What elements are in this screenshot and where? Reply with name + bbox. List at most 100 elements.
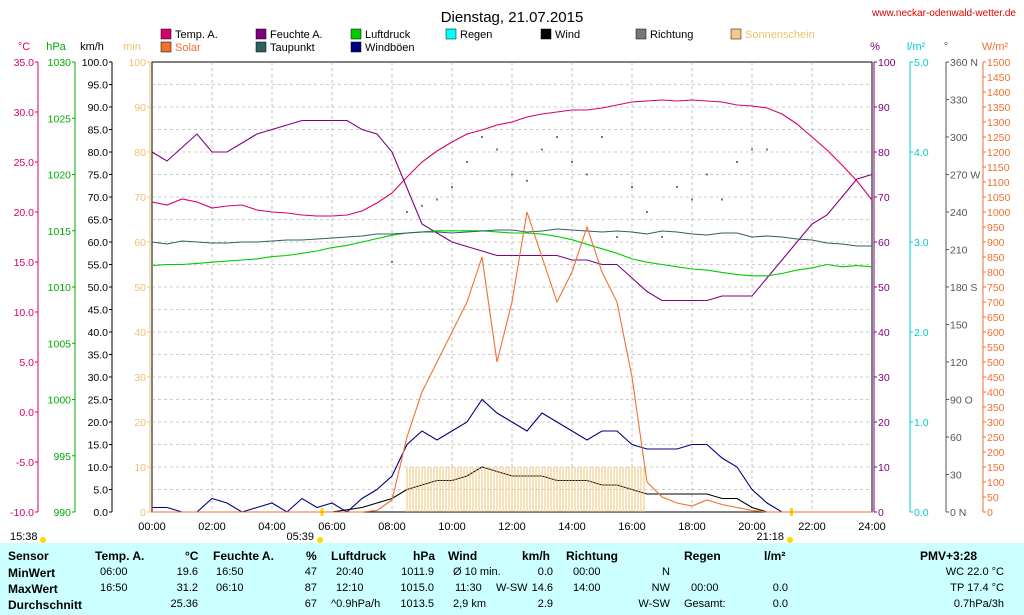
legend-label-8: Taupunkt — [270, 42, 315, 54]
axis-kmh-tick-5: 75.0 — [88, 170, 109, 182]
axis-wm2-tick-20: 500 — [987, 357, 1005, 369]
min-hum-time: 16:50 — [216, 566, 244, 578]
legend-swatch-8 — [255, 41, 267, 53]
direction-point-29 — [586, 173, 588, 176]
direction-point-36 — [691, 198, 693, 201]
x-tick-3: 06:00 — [318, 521, 346, 533]
x-tick-8: 16:00 — [618, 521, 646, 533]
axis-temp-tick-1: 30.0 — [14, 107, 35, 119]
row-max-label: MaxWert — [8, 582, 58, 596]
chart-title: Dienstag, 21.07.2015 — [441, 9, 584, 26]
weather-chart: Dienstag, 21.07.2015 www.neckar-odenwald-… — [10, 8, 1016, 543]
axis-kmh-tick-19: 5.0 — [93, 485, 108, 497]
axis-hpa-tick-2: 1020 — [48, 170, 72, 182]
axis-kmh-tick-3: 85.0 — [88, 125, 109, 137]
legend-label-1: Feuchte A. — [270, 29, 323, 41]
hdr-press: Luftdruck — [331, 549, 387, 563]
legend-swatch-7 — [160, 41, 172, 53]
avg-extra: 0.7hPa/3h — [953, 598, 1004, 610]
axis-kmh-tick-2: 90.0 — [88, 102, 109, 114]
axis-kmh-tick-7: 65.0 — [88, 215, 109, 227]
x-tick-1: 02:00 — [198, 521, 226, 533]
axis-pct-tick-9: 10 — [878, 462, 890, 474]
axis-pct-tick-4: 60 — [878, 237, 890, 249]
axis-deg-tick-3: 270 W — [950, 170, 980, 182]
axis-wm2-tick-13: 850 — [987, 252, 1005, 264]
axis-min-tick-2: 80 — [134, 147, 146, 159]
axis-hpa-tick-3: 1015 — [48, 226, 72, 238]
axis-hpa-tick-0: 1030 — [48, 57, 72, 69]
avg-temp-value: 25.36 — [170, 598, 198, 610]
axis-wm2-tick-4: 1300 — [987, 117, 1011, 129]
legend-swatch-2 — [350, 28, 362, 40]
max-wind-value: 14.6 — [531, 582, 553, 594]
axis-lm2-tick-3: 2.0 — [914, 327, 929, 339]
direction-point-41 — [766, 148, 768, 151]
moonrise-icon — [40, 537, 46, 543]
axis-min-tick-9: 10 — [134, 462, 146, 474]
axis-kmh-tick-1: 95.0 — [88, 80, 109, 92]
axis-lm2-tick-4: 1.0 — [914, 417, 929, 429]
axis-temp-tick-9: -10.0 — [10, 507, 34, 519]
axis-wm2-tick-30: 0 — [987, 507, 993, 519]
x-tick-6: 12:00 — [498, 521, 526, 533]
direction-point-38 — [721, 198, 723, 201]
axis-pct-tick-1: 90 — [878, 102, 890, 114]
unit-hpa: hPa — [46, 41, 66, 53]
axis-wm2-tick-3: 1350 — [987, 102, 1011, 114]
axis-kmh-tick-9: 55.0 — [88, 260, 109, 272]
axis-min-tick-10: 0 — [140, 507, 146, 519]
axis-pct-tick-10: 0 — [878, 507, 884, 519]
direction-point-25 — [526, 179, 528, 182]
axis-deg-tick-12: 0 N — [950, 507, 966, 519]
direction-point-19 — [436, 198, 438, 201]
axis-wm2-tick-18: 600 — [987, 327, 1005, 339]
max-press-time: 12:10 — [336, 582, 364, 594]
x-tick-4: 08:00 — [378, 521, 406, 533]
x-tick-5: 10:00 — [438, 521, 466, 533]
axis-wm2-tick-16: 700 — [987, 297, 1005, 309]
avg-rain-value: 0.0 — [772, 598, 788, 610]
series-line-5 — [152, 398, 872, 513]
hdr-wind: Wind — [448, 549, 478, 563]
avg-wind-distance: 2,9 km — [453, 598, 487, 610]
axis-kmh-tick-20: 0.0 — [93, 507, 108, 519]
axis-wm2-tick-24: 300 — [987, 417, 1005, 429]
axis-wm2-tick-2: 1400 — [987, 87, 1011, 99]
direction-point-28 — [571, 161, 573, 163]
max-wind-time: 11:30 — [455, 582, 482, 594]
axis-min-tick-1: 90 — [134, 102, 146, 114]
direction-point-31 — [616, 236, 618, 238]
legend-swatch-1 — [255, 28, 267, 40]
row-avg-label: Durchschnitt — [8, 598, 83, 612]
direction-point-35 — [676, 186, 678, 188]
legend-label-2: Luftdruck — [365, 29, 411, 41]
axis-min-tick-8: 20 — [134, 417, 146, 429]
axis-deg-tick-5: 210 — [950, 245, 968, 257]
hdr-press-unit: hPa — [413, 549, 436, 563]
avg-dir-value: W-SW — [638, 598, 670, 610]
axis-pct-tick-6: 40 — [878, 327, 890, 339]
axis-wm2-tick-14: 800 — [987, 267, 1005, 279]
unit-wm2: W/m² — [982, 41, 1009, 53]
max-wind-direction: W-SW — [496, 582, 528, 594]
axis-deg-tick-7: 150 — [950, 320, 968, 332]
x-tick-7: 14:00 — [558, 521, 586, 533]
axis-pct-tick-5: 50 — [878, 282, 890, 294]
x-tick-2: 04:00 — [258, 521, 286, 533]
marker-sunset: 21:18 — [756, 531, 784, 543]
axis-deg-tick-0: 360 N — [950, 57, 978, 69]
axis-temp-tick-7: 0.0 — [19, 407, 34, 419]
unit-kmh: km/h — [80, 41, 104, 53]
x-tick-0: 00:00 — [138, 521, 166, 533]
axis-wm2-tick-6: 1200 — [987, 147, 1011, 159]
max-rain-time: 00:00 — [691, 582, 719, 594]
direction-point-18 — [421, 204, 423, 207]
axis-temp-tick-0: 35.0 — [14, 57, 35, 69]
axis-temp-tick-5: 10.0 — [14, 307, 35, 319]
axis-lm2-tick-5: 0.0 — [914, 507, 929, 519]
axis-kmh-tick-4: 80.0 — [88, 147, 109, 159]
legend-swatch-5 — [635, 28, 647, 40]
hdr-dir: Richtung — [566, 549, 618, 563]
axis-wm2-tick-0: 1500 — [987, 57, 1011, 69]
